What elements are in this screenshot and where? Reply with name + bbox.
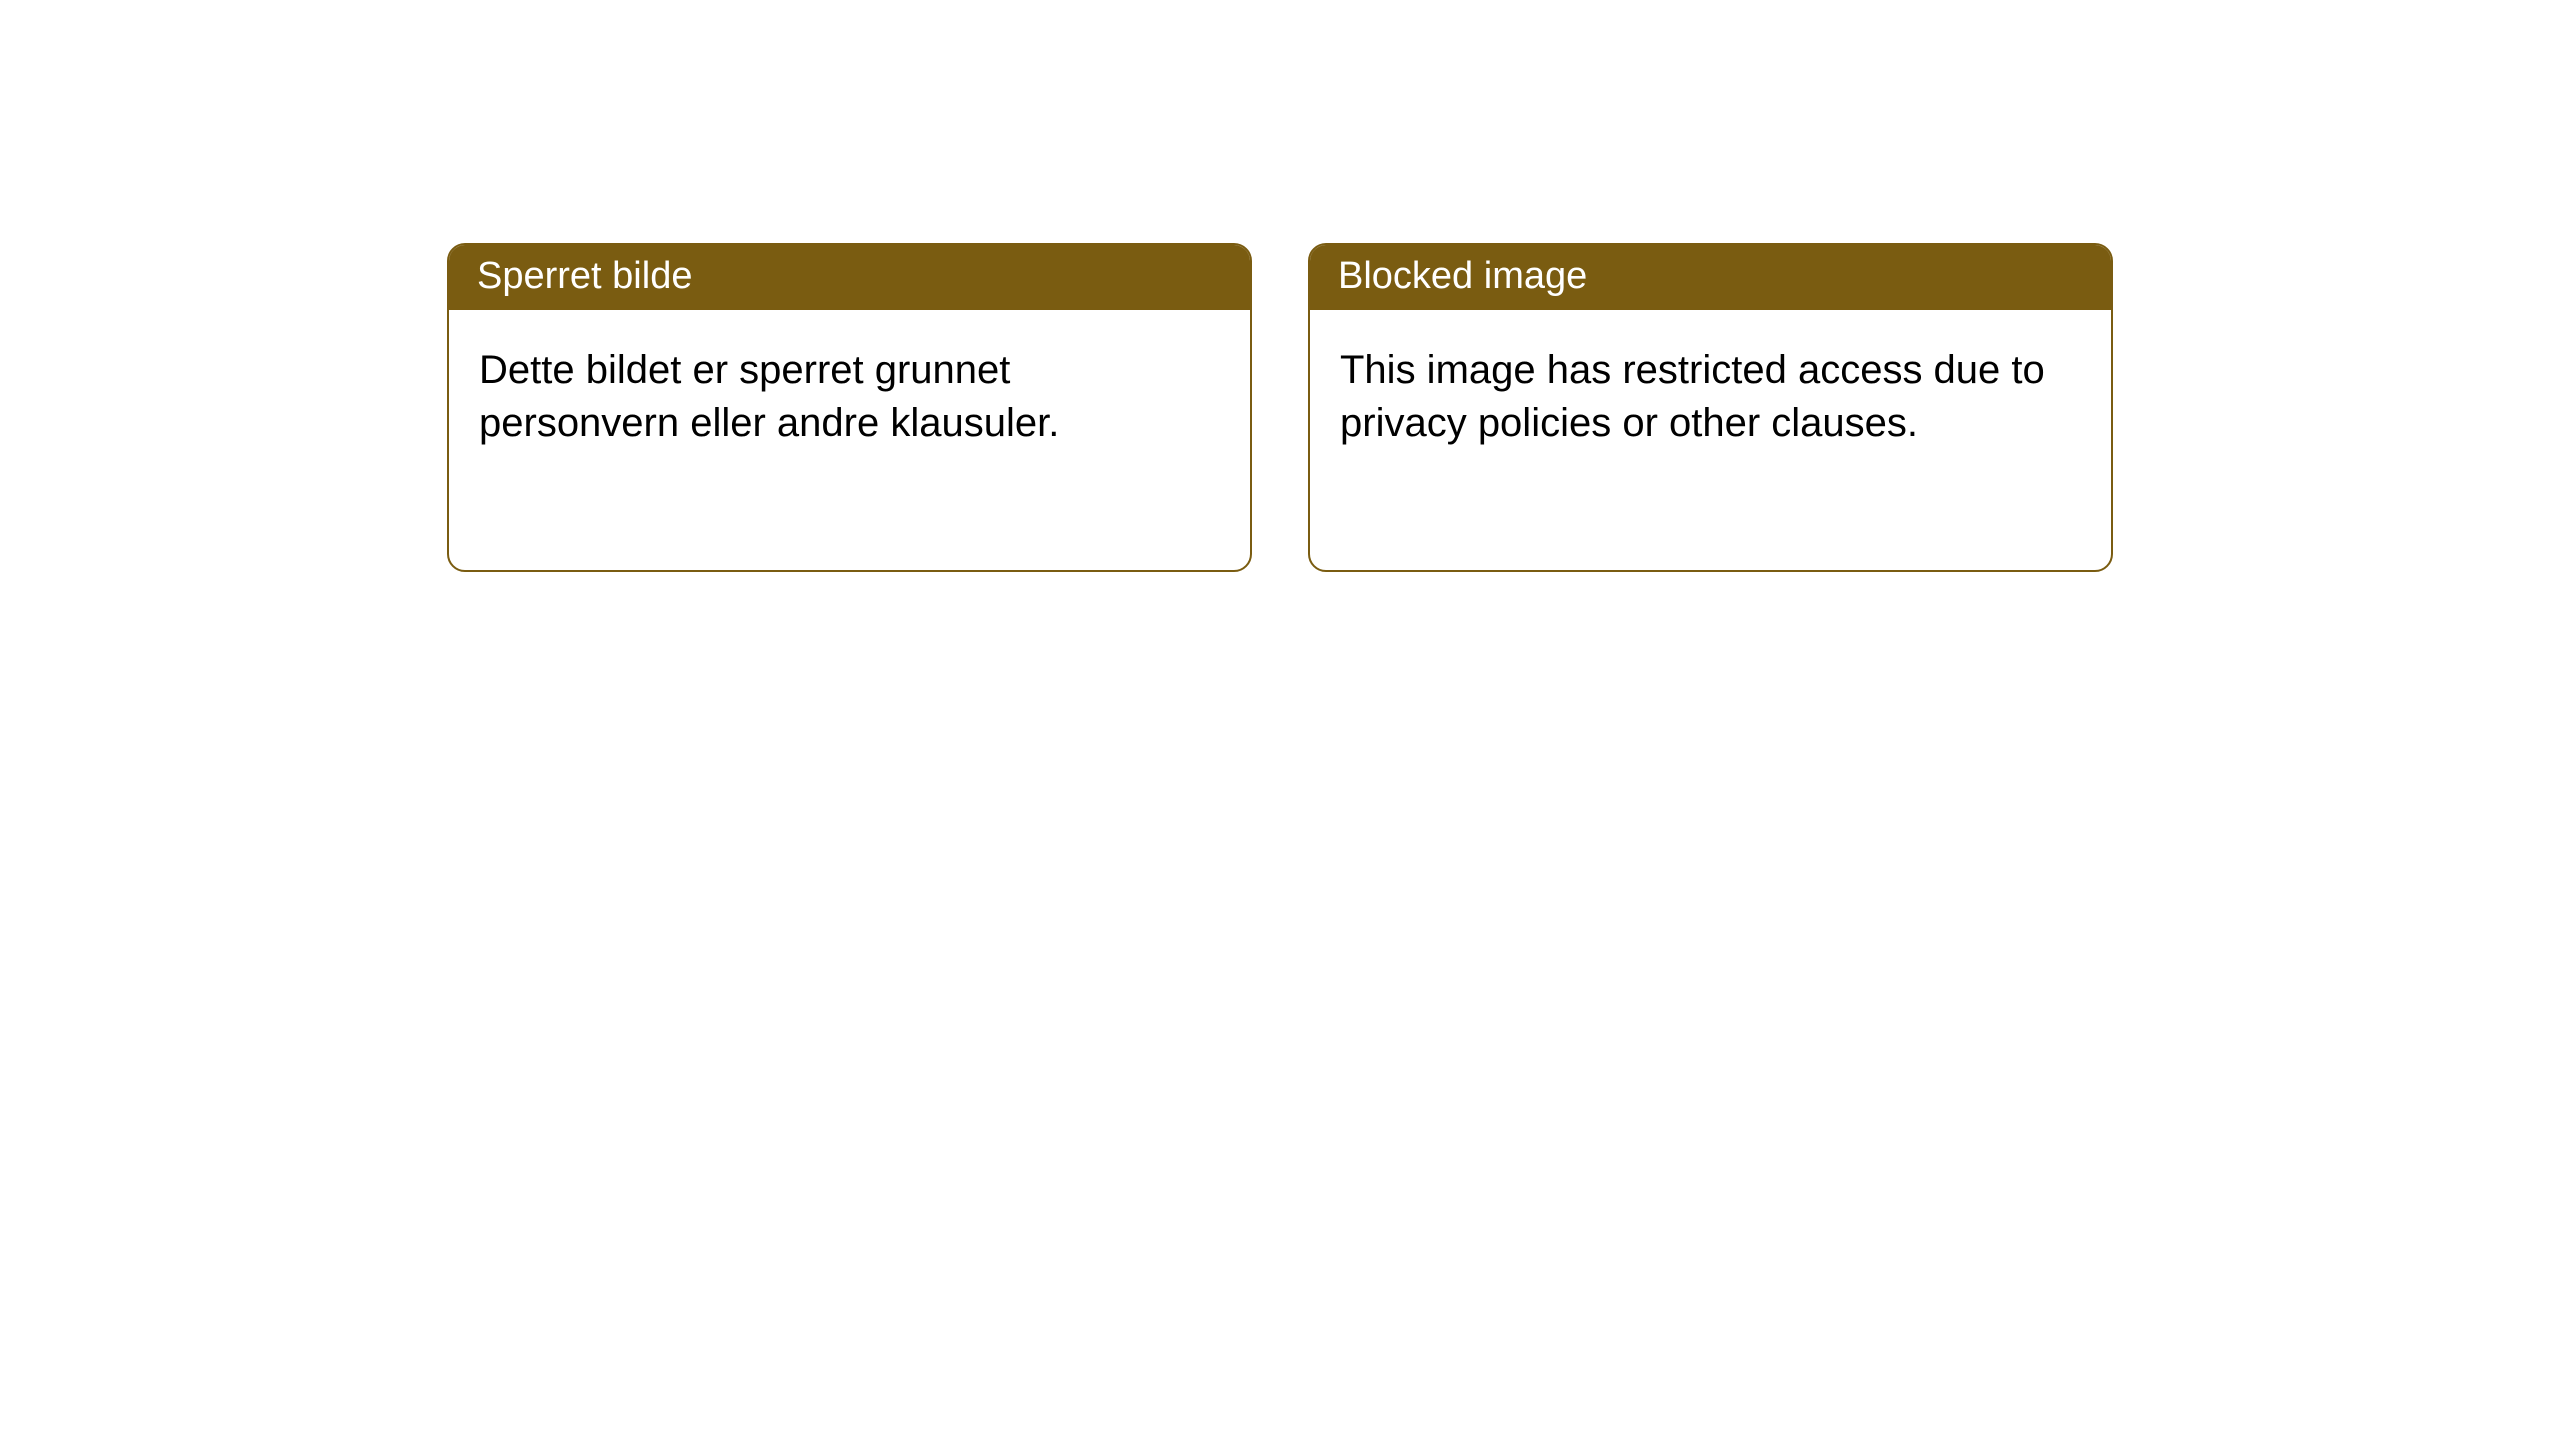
notice-card-en: Blocked image This image has restricted … bbox=[1308, 243, 2113, 572]
notice-card-header: Blocked image bbox=[1310, 245, 2111, 310]
notice-title: Blocked image bbox=[1338, 255, 1587, 297]
notice-message: This image has restricted access due to … bbox=[1340, 344, 2081, 450]
notice-card-no: Sperret bilde Dette bildet er sperret gr… bbox=[447, 243, 1252, 572]
notice-card-header: Sperret bilde bbox=[449, 245, 1250, 310]
notice-title: Sperret bilde bbox=[477, 255, 692, 297]
notice-card-body: Dette bildet er sperret grunnet personve… bbox=[449, 310, 1250, 570]
notice-message: Dette bildet er sperret grunnet personve… bbox=[479, 344, 1220, 450]
notice-card-body: This image has restricted access due to … bbox=[1310, 310, 2111, 570]
notice-container: Sperret bilde Dette bildet er sperret gr… bbox=[0, 0, 2560, 572]
